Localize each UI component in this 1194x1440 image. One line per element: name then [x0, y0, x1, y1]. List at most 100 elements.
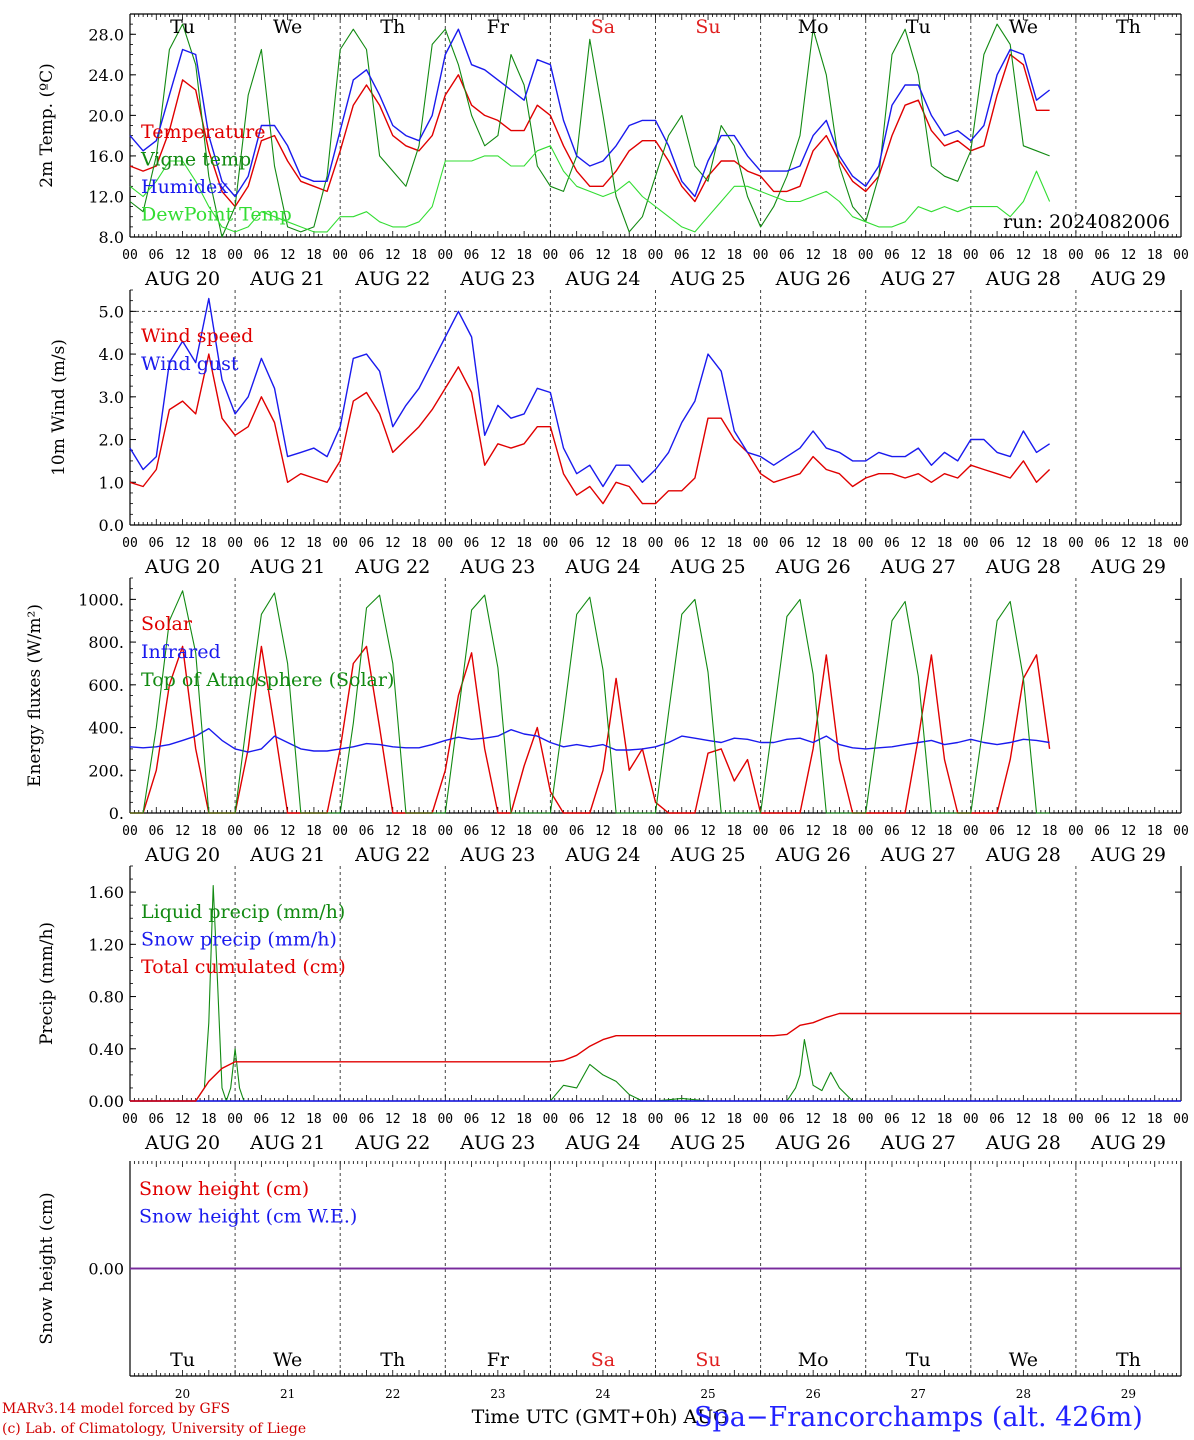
x-hour-label: 12 — [910, 824, 926, 839]
x-hour-label: 00 — [122, 536, 138, 551]
x-hour-label: 00 — [963, 824, 979, 839]
x-hour-label: 12 — [595, 1112, 611, 1127]
x-hour-label: 06 — [989, 1112, 1005, 1127]
weekday-label-bottom: Tu — [170, 1349, 195, 1371]
footer-credit-text: (c) Lab. of Climatology, University of L… — [2, 1421, 307, 1437]
y-tick-label: 200. — [88, 761, 124, 780]
weekday-label-top: Su — [695, 16, 720, 38]
x-hour-label: 18 — [937, 824, 953, 839]
weekday-label-top: We — [1009, 16, 1038, 38]
x-hour-label: 06 — [254, 1112, 270, 1127]
x-hour-label: 18 — [1042, 248, 1058, 263]
legend-entry: Snow height (cm W.E.) — [139, 1206, 357, 1228]
x-hour-label: 12 — [595, 536, 611, 551]
weekday-label-bottom: Fr — [487, 1349, 510, 1371]
x-hour-label: 18 — [937, 536, 953, 551]
x-hour-label: 00 — [858, 824, 874, 839]
x-hour-label: 12 — [490, 536, 506, 551]
x-hour-label: 06 — [359, 248, 375, 263]
x-hour-label: 06 — [1094, 536, 1110, 551]
x-date-label: AUG 23 — [459, 1132, 535, 1154]
x-date-label: AUG 20 — [144, 268, 220, 290]
x-date-label: AUG 29 — [1090, 556, 1166, 578]
x-hour-label: 00 — [1068, 824, 1084, 839]
x-hour-label: 18 — [516, 536, 532, 551]
x-date-label: AUG 21 — [249, 268, 325, 290]
x-date-label: AUG 23 — [459, 556, 535, 578]
x-hour-label: 00 — [858, 1112, 874, 1127]
weekday-label-top: Mo — [798, 16, 829, 38]
series-line-infrared — [129, 727, 1050, 753]
x-date-label: AUG 23 — [459, 844, 535, 866]
legend-entry: Wind speed — [141, 325, 253, 347]
weekday-label-top: Th — [1116, 16, 1141, 38]
x-date-label: AUG 28 — [985, 556, 1061, 578]
run-annotation: run: 2024082006 — [1003, 211, 1170, 233]
weekday-label-top: Fr — [487, 16, 510, 38]
x-hour-label: 06 — [569, 536, 585, 551]
x-hour-label: 12 — [280, 824, 296, 839]
x-hour-label: 18 — [726, 1112, 742, 1127]
y-tick-label: 0.00 — [88, 1092, 124, 1111]
x-date-label: AUG 24 — [564, 1132, 640, 1154]
x-hour-label: 18 — [832, 824, 848, 839]
x-hour-label: 18 — [1147, 824, 1163, 839]
x-date-label: AUG 20 — [144, 844, 220, 866]
x-hour-label: 12 — [175, 536, 191, 551]
y-tick-label: 24.0 — [88, 66, 124, 85]
x-hour-label: 12 — [910, 536, 926, 551]
x-date-label: AUG 28 — [985, 1132, 1061, 1154]
weekday-label-top: Sa — [591, 16, 615, 38]
x-hour-label: 00 — [227, 1112, 243, 1127]
x-hour-label: 00 — [1068, 1112, 1084, 1127]
y-axis-label: 10m Wind (m/s) — [49, 339, 69, 476]
x-hour-label: 06 — [884, 248, 900, 263]
x-hour-label: 00 — [1068, 248, 1084, 263]
x-hour-label: 06 — [674, 536, 690, 551]
day-number-label: 26 — [806, 1387, 821, 1401]
x-hour-label: 12 — [175, 1112, 191, 1127]
x-hour-label: 18 — [411, 248, 427, 263]
legend-entry: Liquid precip (mm/h) — [141, 901, 345, 923]
x-hour-label: 00 — [437, 824, 453, 839]
x-hour-label: 00 — [437, 248, 453, 263]
x-hour-label: 00 — [648, 536, 664, 551]
legend-entry: Total cumulated (cm) — [141, 956, 346, 978]
x-hour-label: 18 — [516, 248, 532, 263]
x-hour-label: 18 — [201, 536, 217, 551]
legend-entry: DewPoint Temp — [141, 204, 292, 226]
legend-entry: Vigne temp — [140, 149, 251, 171]
x-hour-label: 00 — [1173, 536, 1189, 551]
x-hour-label: 06 — [674, 248, 690, 263]
x-date-label: AUG 22 — [354, 844, 430, 866]
y-tick-label: 0. — [109, 804, 124, 823]
x-hour-label: 06 — [779, 824, 795, 839]
y-tick-label: 16.0 — [88, 147, 124, 166]
x-hour-label: 18 — [726, 536, 742, 551]
x-hour-label: 06 — [779, 1112, 795, 1127]
x-hour-label: 12 — [385, 1112, 401, 1127]
legend-entry: Top of Atmosphere (Solar) — [141, 669, 394, 691]
x-date-label: AUG 28 — [985, 844, 1061, 866]
x-hour-label: 00 — [437, 536, 453, 551]
x-hour-label: 06 — [464, 824, 480, 839]
y-tick-label: 800. — [88, 633, 124, 652]
x-hour-label: 18 — [832, 248, 848, 263]
x-hour-label: 06 — [148, 248, 164, 263]
x-hour-label: 12 — [175, 824, 191, 839]
x-hour-label: 06 — [464, 1112, 480, 1127]
x-hour-label: 00 — [332, 824, 348, 839]
x-hour-label: 00 — [122, 1112, 138, 1127]
y-axis-label: Precip (mm/h) — [37, 922, 57, 1045]
x-hour-label: 12 — [805, 1112, 821, 1127]
x-hour-label: 18 — [516, 824, 532, 839]
x-hour-label: 00 — [543, 536, 559, 551]
legend-entry: Snow height (cm) — [139, 1178, 309, 1200]
x-hour-label: 18 — [832, 536, 848, 551]
x-hour-label: 18 — [201, 248, 217, 263]
x-hour-label: 18 — [1147, 1112, 1163, 1127]
x-hour-label: 12 — [490, 1112, 506, 1127]
x-hour-label: 06 — [148, 824, 164, 839]
x-hour-label: 18 — [937, 248, 953, 263]
x-hour-label: 12 — [1016, 248, 1032, 263]
